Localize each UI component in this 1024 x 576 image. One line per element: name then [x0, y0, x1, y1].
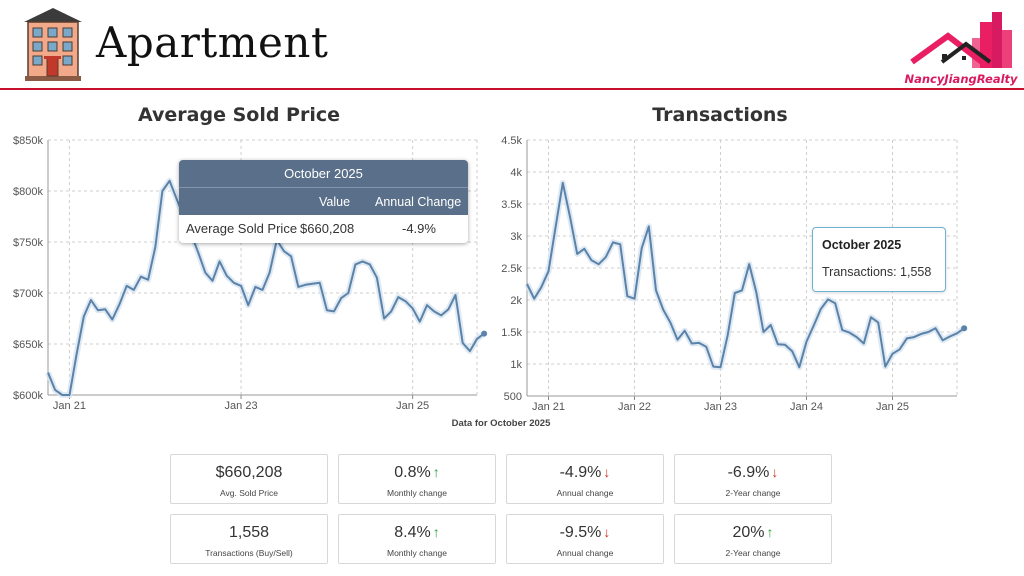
data-period-caption: Data for October 2025	[451, 418, 551, 429]
arrow-up-icon: ↑	[432, 464, 440, 480]
transactions-tooltip: October 2025 Transactions: 1,558	[812, 227, 946, 292]
y-tick-label: 4.5k	[501, 135, 522, 147]
arrow-down-icon: ↓	[603, 464, 611, 480]
y-tick-label: $850k	[13, 135, 43, 147]
price-line-chart: $600k $650k $700k $750k $800k $850k Jan 21 Jan …	[13, 135, 488, 412]
stat-label: 2-Year change	[725, 488, 781, 498]
stat-label: Annual change	[556, 488, 614, 498]
highlighted-point	[481, 330, 488, 337]
stat-value: 1,558	[228, 524, 270, 541]
stat-value: -9.5%	[559, 524, 602, 541]
transactions-tooltip-title: October 2025	[822, 238, 902, 252]
price-tooltip-data-row: Average Sold Price $660,208 -4.9%	[179, 215, 468, 243]
stat-label: Transactions (Buy/Sell)	[205, 548, 293, 558]
y-tick-label: 2.5k	[501, 263, 522, 275]
stat-value: 20%	[732, 524, 765, 541]
price-tooltip: October 2025 Value Annual Change Average…	[179, 160, 468, 243]
y-tick-label: $600k	[13, 390, 43, 402]
y-tick-label: 4k	[510, 167, 522, 179]
series-line	[47, 179, 485, 396]
arrow-down-icon: ↓	[603, 524, 611, 540]
stat-value: -6.9%	[727, 464, 770, 481]
x-tick-label: Jan 23	[225, 400, 258, 412]
stat-label: Monthly change	[386, 488, 447, 498]
x-tick-label: Jan 25	[396, 400, 429, 412]
price-chart-title: Average Sold Price	[137, 104, 340, 126]
stat-value: 0.8%	[394, 464, 431, 481]
company-logo-icon	[910, 12, 1012, 68]
transactions-chart-title: Transactions	[652, 104, 788, 126]
stat-card-tx-2year: 20% ↑ 2-Year change	[674, 514, 832, 564]
stat-value: 8.4%	[394, 524, 431, 541]
stat-card-avg-price: $660,208 Avg. Sold Price	[170, 454, 328, 504]
x-tick-label: Jan 21	[532, 401, 565, 413]
price-tooltip-row-change: -4.9%	[402, 221, 436, 236]
price-tooltip-col-value: Value	[319, 195, 351, 209]
stat-card-price-2year: -6.9% ↓ 2-Year change	[674, 454, 832, 504]
page-header: Apartment NancyJiangRealty	[0, 0, 1024, 92]
apartment-building-icon	[24, 8, 82, 81]
stat-label: Monthly change	[386, 548, 447, 558]
arrow-up-icon: ↑	[432, 524, 440, 540]
price-tooltip-col-change: Annual Change	[375, 195, 462, 209]
arrow-up-icon: ↑	[766, 524, 774, 540]
x-tick-label: Jan 22	[618, 401, 651, 413]
logo-text: NancyJiangRealty	[904, 72, 1018, 86]
stat-card-price-annual: -4.9% ↓ Annual change	[506, 454, 664, 504]
header-divider	[0, 88, 1024, 90]
arrow-down-icon: ↓	[771, 464, 779, 480]
y-tick-label: 3k	[510, 231, 522, 243]
stat-card-tx-annual: -9.5% ↓ Annual change	[506, 514, 664, 564]
x-tick-label: Jan 23	[704, 401, 737, 413]
stat-label: Avg. Sold Price	[220, 488, 278, 498]
highlighted-point	[961, 325, 968, 332]
x-tick-label: Jan 25	[876, 401, 909, 413]
price-tooltip-header-row: Value Annual Change	[179, 187, 468, 215]
y-tick-label: $650k	[13, 339, 43, 351]
stat-value: $660,208	[215, 464, 283, 481]
x-tick-label: Jan 21	[53, 400, 86, 412]
y-tick-label: 500	[504, 391, 522, 403]
transactions-tooltip-value: Transactions: 1,558	[822, 265, 932, 279]
y-tick-label: 1k	[510, 359, 522, 371]
stat-card-price-monthly: 0.8% ↑ Monthly change	[338, 454, 496, 504]
price-tooltip-row-label: Average Sold Price	[186, 221, 298, 236]
y-tick-label: 1.5k	[501, 327, 522, 339]
y-tick-label: 2k	[510, 295, 522, 307]
x-tick-label: Jan 24	[790, 401, 823, 413]
y-tick-label: 3.5k	[501, 199, 522, 211]
price-tooltip-row-value: $660,208	[300, 221, 355, 236]
stat-card-transactions: 1,558 Transactions (Buy/Sell)	[170, 514, 328, 564]
stat-card-tx-monthly: 8.4% ↑ Monthly change	[338, 514, 496, 564]
transactions-line-chart: 500 1k 1.5k 2k 2.5k 3k 3.5k 4k 4.5k Jan 21 Jan 22 J…	[501, 135, 968, 413]
y-tick-label: $750k	[13, 237, 43, 249]
page-title: Apartment	[96, 18, 329, 67]
stat-label: Annual change	[556, 548, 614, 558]
y-tick-label: $800k	[13, 186, 43, 198]
stat-label: 2-Year change	[725, 548, 781, 558]
series-line	[526, 181, 965, 369]
price-tooltip-title: October 2025	[179, 160, 468, 187]
stat-value: -4.9%	[559, 464, 602, 481]
y-tick-label: $700k	[13, 288, 43, 300]
